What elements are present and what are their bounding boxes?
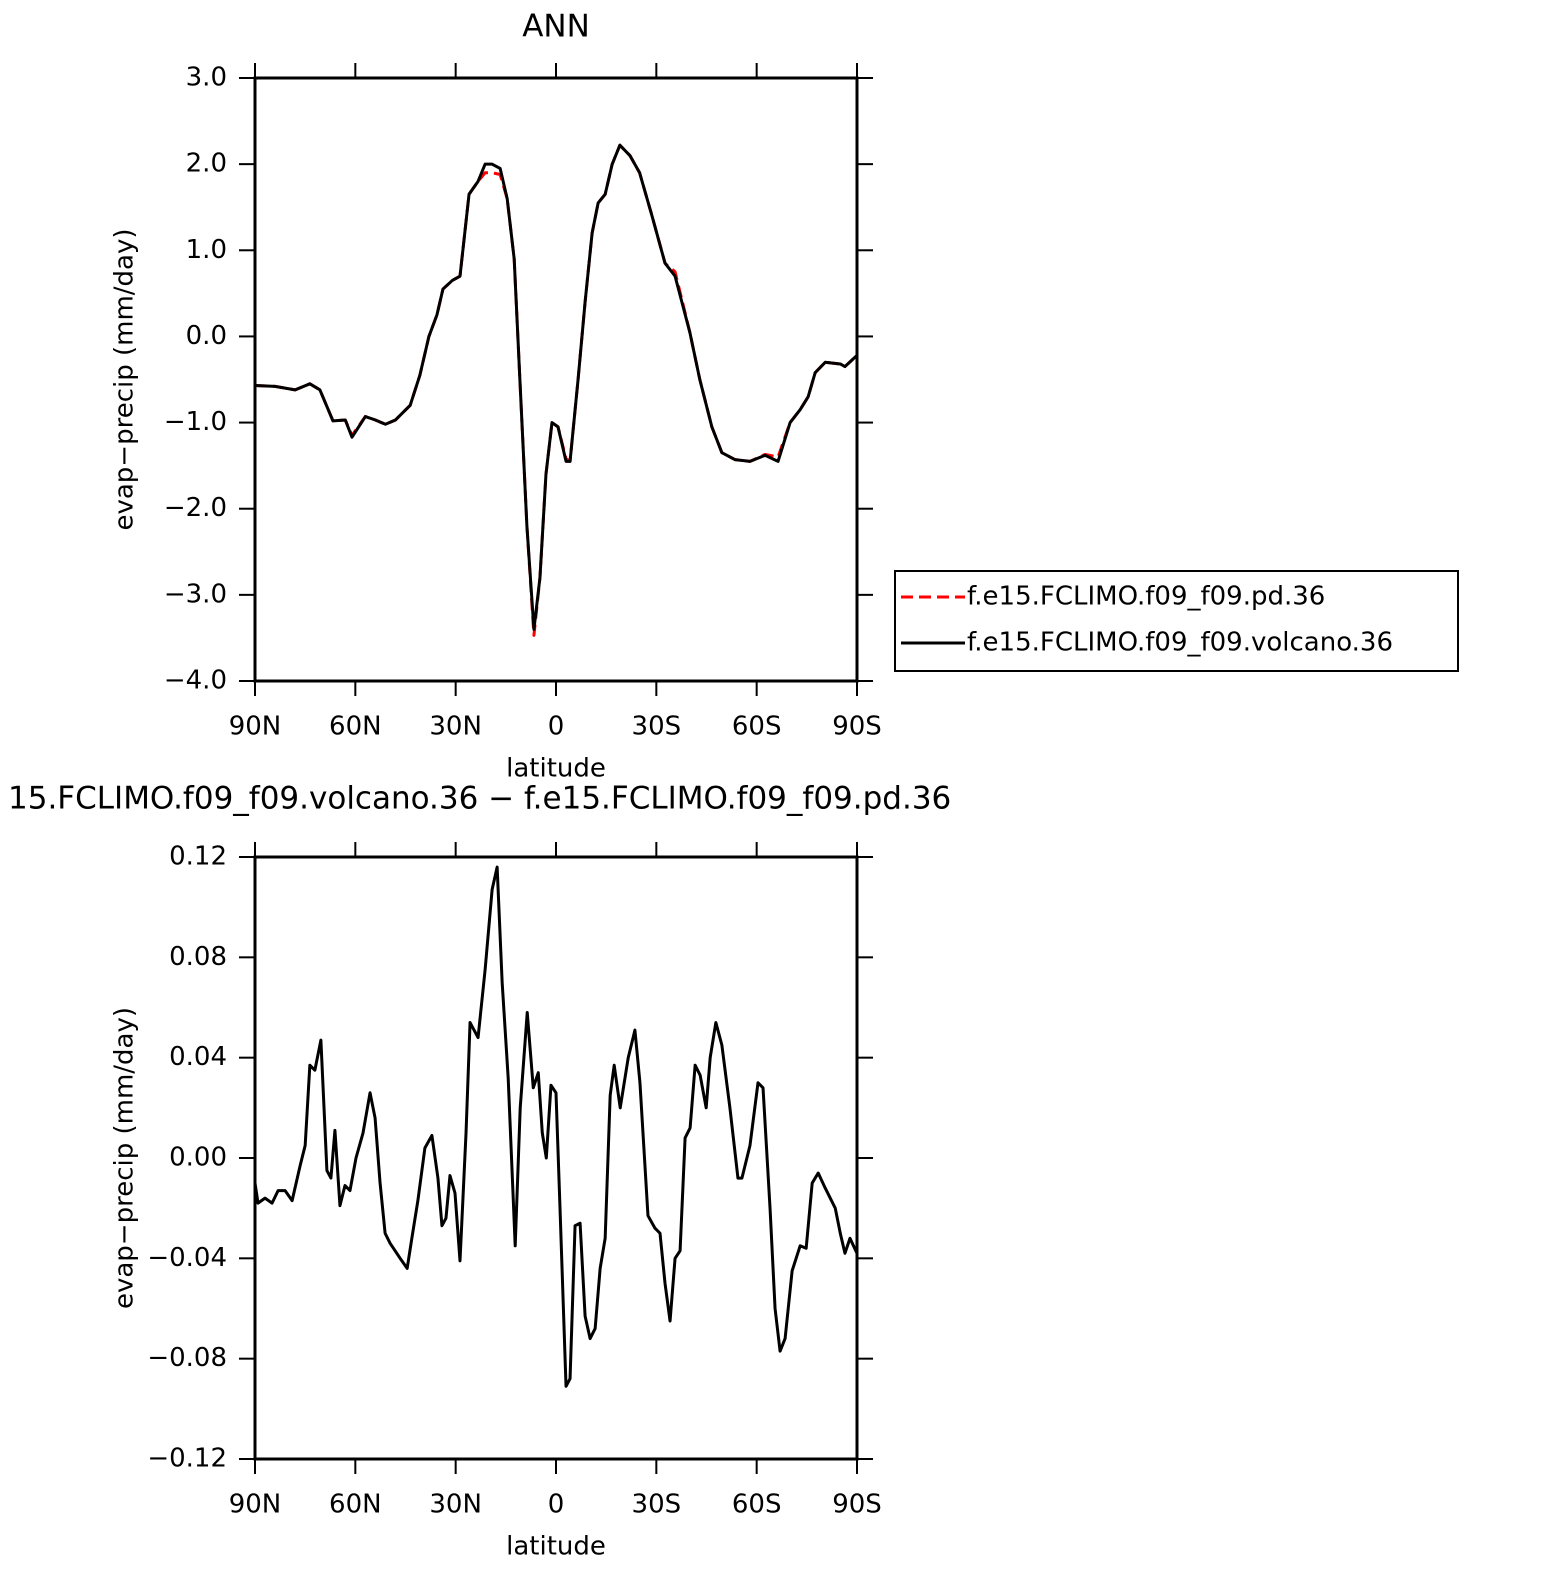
x-tick-label: 30S bbox=[632, 1490, 682, 1520]
y-tick-label: −1.0 bbox=[164, 407, 227, 437]
y-tick-label: 0.08 bbox=[169, 942, 227, 972]
x-tick-label: 60S bbox=[732, 712, 782, 742]
legend-box bbox=[894, 570, 1459, 672]
y-tick-label: −0.12 bbox=[147, 1444, 227, 1474]
y-tick-label: 1.0 bbox=[186, 235, 227, 265]
data-line bbox=[253, 865, 859, 1388]
y-tick-label: −0.04 bbox=[147, 1243, 227, 1273]
x-tick-label: 30S bbox=[632, 712, 682, 742]
y-tick-label: 0.00 bbox=[169, 1143, 227, 1173]
legend-label: f.e15.FCLIMO.f09_f09.pd.36 bbox=[967, 582, 1325, 612]
chart-title: ANN bbox=[522, 9, 590, 45]
x-tick-label: 60N bbox=[329, 1490, 382, 1520]
y-tick-label: 0.04 bbox=[169, 1042, 227, 1072]
x-tick-label: 90N bbox=[229, 1490, 282, 1520]
y-tick-label: −3.0 bbox=[164, 579, 227, 609]
plot-frame bbox=[253, 76, 859, 683]
y-tick-label: −4.0 bbox=[164, 666, 227, 696]
x-tick-label: 0 bbox=[548, 1490, 565, 1520]
x-axis-label: latitude bbox=[506, 754, 606, 784]
x-tick-label: 90N bbox=[229, 712, 282, 742]
data-line bbox=[254, 143, 859, 631]
y-axis-label: evap−precip (mm/day) bbox=[110, 1007, 140, 1309]
y-tick-label: 3.0 bbox=[186, 63, 227, 93]
y-tick-label: 2.0 bbox=[186, 149, 227, 179]
x-tick-label: 60N bbox=[329, 712, 382, 742]
x-axis-label: latitude bbox=[506, 1532, 606, 1562]
x-tick-label: 0 bbox=[548, 712, 565, 742]
y-tick-label: 0.12 bbox=[169, 842, 227, 872]
chart-title: 15.FCLIMO.f09_f09.volcano.36 − f.e15.FCL… bbox=[8, 781, 951, 817]
legend-label: f.e15.FCLIMO.f09_f09.volcano.36 bbox=[967, 628, 1393, 658]
x-tick-label: 90S bbox=[832, 1490, 882, 1520]
y-tick-label: −0.08 bbox=[147, 1343, 227, 1373]
y-tick-label: 0.0 bbox=[186, 321, 227, 351]
data-line bbox=[254, 143, 859, 637]
y-axis-label: evap−precip (mm/day) bbox=[110, 228, 140, 530]
x-tick-label: 30N bbox=[429, 712, 482, 742]
x-tick-label: 60S bbox=[732, 1490, 782, 1520]
x-tick-label: 90S bbox=[832, 712, 882, 742]
x-tick-label: 30N bbox=[429, 1490, 482, 1520]
y-tick-label: −2.0 bbox=[164, 493, 227, 523]
